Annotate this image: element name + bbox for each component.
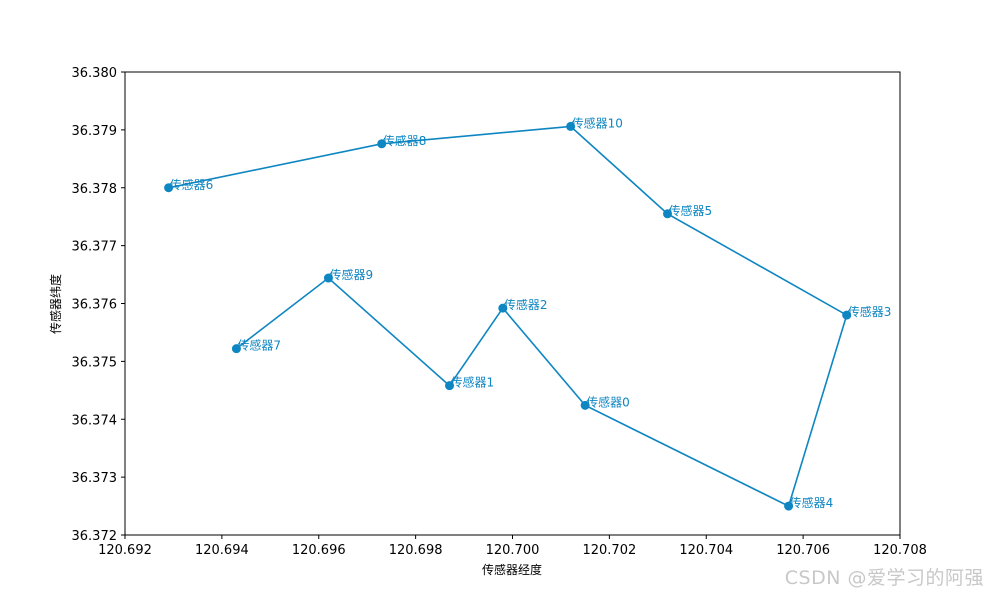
y-tick-label: 36.380	[72, 66, 118, 81]
point-label: 传感器6	[170, 177, 214, 192]
point-label: 传感器2	[504, 297, 548, 312]
x-tick-label: 120.694	[195, 543, 249, 558]
point-label: 传感器5	[669, 203, 713, 218]
point-label: 传感器3	[848, 304, 892, 319]
data-point	[784, 501, 794, 511]
x-axis-ticks: 120.692 120.694 120.696 120.698 120.700 120.7…	[98, 535, 927, 558]
series-markers	[164, 121, 852, 511]
y-tick-label: 36.373	[72, 471, 118, 486]
data-point	[445, 381, 455, 391]
y-tick-label: 36.375	[72, 355, 118, 370]
x-tick-label: 120.708	[873, 543, 927, 558]
point-label: 传感器0	[586, 394, 630, 409]
point-label: 传感器10	[572, 115, 623, 130]
data-point	[323, 273, 333, 283]
data-point	[377, 139, 387, 149]
y-tick-label: 36.372	[72, 529, 118, 544]
data-point	[566, 121, 576, 131]
plot-frame	[124, 71, 901, 536]
y-tick-label: 36.378	[72, 182, 118, 197]
x-tick-label: 120.698	[389, 543, 443, 558]
x-tick-label: 120.702	[582, 543, 636, 558]
data-point	[498, 303, 508, 313]
plot-area	[124, 71, 901, 536]
point-label: 传感器8	[383, 133, 427, 148]
point-label: 传感器4	[790, 495, 834, 510]
point-labels: 传感器6 传感器8 传感器10 传感器5 传感器3 传感器4 传感器0 传感器2 传感器1 传感器…	[170, 115, 892, 510]
x-tick-label: 120.700	[486, 543, 540, 558]
x-axis-title: 传感器经度	[482, 562, 542, 577]
point-label: 传感器9	[329, 267, 373, 282]
x-tick-label: 120.706	[776, 543, 830, 558]
x-tick-label: 120.696	[292, 543, 346, 558]
y-axis-title: 传感器纬度	[48, 274, 63, 334]
data-point	[842, 310, 852, 320]
y-tick-label: 36.379	[72, 124, 118, 139]
point-label: 传感器1	[451, 375, 495, 390]
point-label: 传感器7	[237, 338, 281, 353]
y-tick-label: 36.376	[72, 298, 118, 313]
data-point	[231, 344, 241, 354]
y-tick-label: 36.377	[72, 240, 118, 255]
y-tick-label: 36.374	[72, 413, 118, 428]
x-tick-label: 120.704	[679, 543, 733, 558]
y-axis-ticks: 36.372 36.373 36.374 36.375 36.376 36.377 36.3…	[72, 66, 125, 544]
data-point	[164, 183, 174, 193]
data-point	[663, 209, 672, 219]
x-tick-label: 120.692	[98, 543, 152, 558]
data-point	[580, 400, 590, 410]
watermark: CSDN @爱学习的阿强	[784, 567, 984, 589]
